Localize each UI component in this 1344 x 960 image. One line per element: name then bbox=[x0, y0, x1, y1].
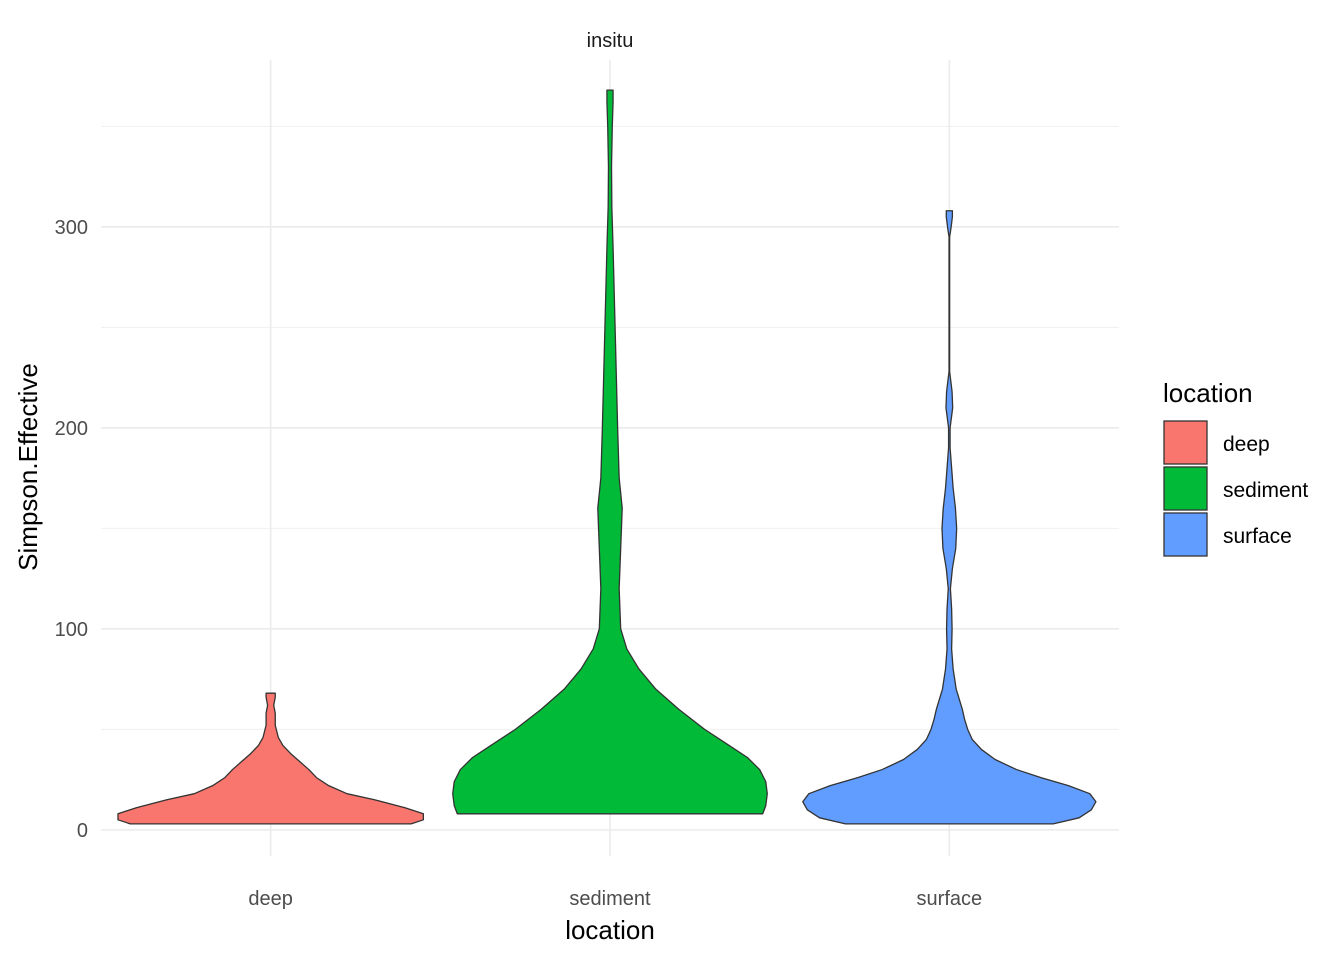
violin-sediment bbox=[452, 89, 768, 815]
legend-key-deep bbox=[1163, 420, 1208, 465]
y-tick-label: 0 bbox=[77, 820, 88, 842]
legend-title: location bbox=[1163, 378, 1253, 408]
legend-key-surface bbox=[1163, 512, 1208, 557]
legend-label-sediment: sediment bbox=[1223, 479, 1308, 502]
facet-title: insitu bbox=[587, 30, 634, 52]
legend-label-surface: surface bbox=[1223, 525, 1292, 548]
x-tick-label: surface bbox=[917, 888, 983, 910]
y-axis-tick-labels: 0 100 200 300 bbox=[55, 217, 88, 842]
y-axis-title: Simpson.Effective bbox=[13, 363, 43, 571]
x-tick-label: deep bbox=[248, 888, 293, 910]
x-axis-title: location bbox=[565, 915, 655, 945]
y-tick-label: 200 bbox=[55, 418, 88, 440]
x-axis-tick-labels: deep sediment surface bbox=[248, 888, 982, 910]
violins bbox=[117, 89, 1097, 825]
y-tick-label: 100 bbox=[55, 619, 88, 641]
legend-label-deep: deep bbox=[1223, 433, 1270, 456]
legend-items: deep sediment surface bbox=[1163, 420, 1308, 557]
legend: location deep sediment surface bbox=[1163, 378, 1308, 557]
violin-surface bbox=[802, 210, 1097, 825]
violin-deep bbox=[117, 692, 425, 825]
y-tick-label: 300 bbox=[55, 217, 88, 239]
x-tick-label: sediment bbox=[569, 888, 651, 910]
legend-key-sediment bbox=[1163, 466, 1208, 511]
